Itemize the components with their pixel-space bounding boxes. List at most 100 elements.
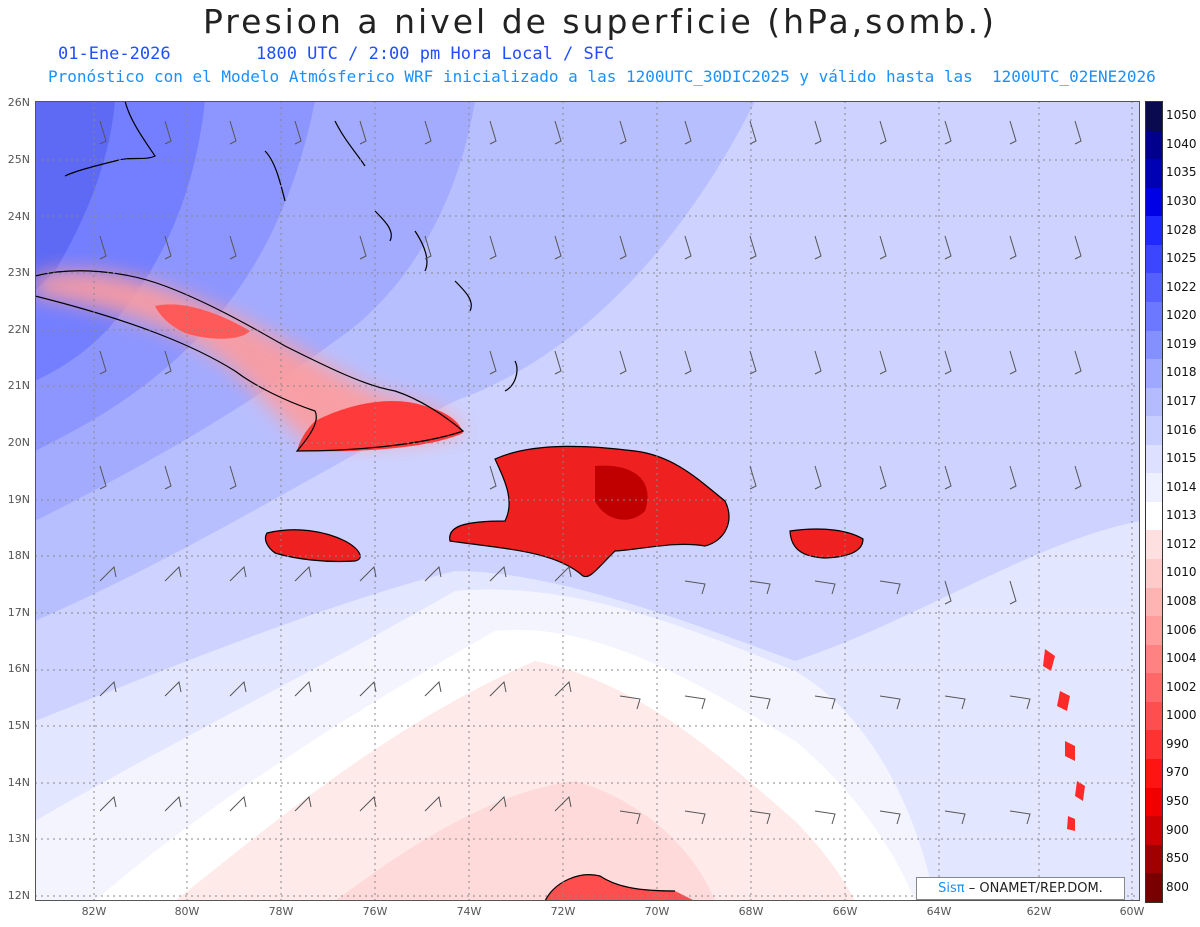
lat-label: 15N (7, 719, 30, 732)
lat-label: 16N (7, 662, 30, 675)
colorbar-label: 1018 (1166, 365, 1197, 380)
colorbar-label: 1025 (1166, 251, 1197, 266)
colorbar-swatch (1146, 301, 1162, 331)
colorbar-swatch (1146, 387, 1162, 417)
lon-label: 62W (1026, 905, 1052, 918)
colorbar-label: 950 (1166, 794, 1189, 808)
colorbar-label: 800 (1166, 879, 1189, 894)
credit-text: – ONAMET/REP.DOM. (968, 881, 1103, 896)
colorbar-label: 1019 (1166, 336, 1197, 351)
lon-label: 78W (268, 905, 294, 918)
lat-label: 25N (7, 153, 30, 166)
colorbar-label: 1013 (1166, 508, 1197, 523)
colorbar-label: 1014 (1166, 479, 1197, 494)
colorbar-swatch (1146, 444, 1162, 474)
band-1022 (35, 101, 115, 291)
colorbar-swatch (1146, 473, 1162, 502)
cuba-west (155, 304, 250, 339)
coast-jamaica (264, 529, 361, 563)
sispi-logo: Sisπ (938, 881, 965, 896)
lon-label: 72W (550, 905, 576, 918)
colorbar-swatch (1146, 530, 1162, 559)
valid-time: 1800 UTC / 2:00 pm Hora Local / SFC (256, 44, 615, 64)
colorbar-swatch (1146, 644, 1162, 674)
band-1012 (175, 661, 855, 901)
lat-label: 18N (7, 549, 30, 562)
coast-florida (64, 101, 156, 177)
lat-label: 12N (7, 889, 30, 902)
colorbar-swatch (1146, 273, 1162, 302)
colorbar-swatch (1146, 501, 1162, 531)
colorbar-label: 1022 (1166, 279, 1197, 294)
forecast-info: Pronóstico con el Modelo Atmósferico WRF… (48, 67, 1156, 86)
coast-venezuela (544, 874, 676, 901)
colorbar-swatch (1146, 787, 1162, 817)
colorbar-label: 1006 (1166, 622, 1197, 637)
lon-label: 82W (81, 905, 107, 918)
colorbar-swatch (1146, 844, 1162, 874)
colorbar-swatch (1146, 559, 1162, 588)
puerto-rico (790, 528, 863, 558)
wind-barbs (99, 120, 1082, 825)
lesser-antilles (1043, 649, 1085, 831)
colorbar-label: 1028 (1166, 222, 1197, 237)
lon-label: 80W (174, 905, 200, 918)
coast-hispaniola (449, 445, 730, 578)
lat-label: 20N (7, 436, 30, 449)
colorbar-label: 1000 (1166, 708, 1197, 723)
colorbar-label: 900 (1166, 822, 1189, 837)
colorbar-label: 990 (1166, 736, 1189, 751)
lat-label: 21N (7, 379, 30, 392)
lat-label: 19N (7, 493, 30, 506)
colorbar-swatch (1146, 873, 1162, 902)
lon-label: 68W (738, 905, 764, 918)
grid-lines (35, 101, 1140, 901)
colorbar-label: 850 (1166, 851, 1189, 866)
lat-label: 23N (7, 266, 30, 279)
lat-label: 17N (7, 606, 30, 619)
colorbar-label: 1016 (1166, 422, 1197, 437)
colorbar-swatch (1146, 130, 1162, 160)
lon-label: 60W (1119, 905, 1145, 918)
lon-label: 64W (926, 905, 952, 918)
lat-label: 26N (7, 96, 30, 109)
colorbar-label: 1040 (1166, 136, 1197, 151)
colorbar-label: 1015 (1166, 451, 1197, 466)
colorbar-swatch (1146, 187, 1162, 217)
coast-puerto-rico (789, 528, 864, 559)
pressure-map (35, 101, 1140, 901)
lat-label: 24N (7, 210, 30, 223)
colorbar-label: 1035 (1166, 165, 1197, 180)
colorbar-swatch (1146, 159, 1162, 188)
colorbar-swatch (1146, 244, 1162, 274)
colorbar-swatch (1146, 673, 1162, 702)
colorbar-swatch (1146, 616, 1162, 645)
colorbar (1145, 101, 1163, 903)
lon-label: 76W (362, 905, 388, 918)
map-title: Presion a nivel de superficie (hPa,somb.… (202, 2, 998, 41)
cuba-high (35, 270, 465, 444)
colorbar-label: 1030 (1166, 194, 1197, 208)
colorbar-swatch (1146, 330, 1162, 360)
colorbar-swatch (1146, 701, 1162, 731)
colorbar-swatch (1146, 816, 1162, 845)
lat-label: 14N (7, 776, 30, 789)
colorbar-swatch (1146, 416, 1162, 445)
colorbar-label: 1008 (1166, 594, 1197, 608)
colorbar-label: 1010 (1166, 565, 1197, 580)
colorbar-swatch (1146, 216, 1162, 245)
lon-label: 70W (644, 905, 670, 918)
lat-label: 13N (7, 832, 30, 845)
colorbar-label: 970 (1166, 765, 1189, 780)
hispaniola (449, 446, 729, 577)
cuba-east (297, 401, 463, 452)
coast-bahamas (264, 120, 518, 392)
colorbar-swatch (1146, 587, 1162, 617)
colorbar-label: 1020 (1166, 308, 1197, 323)
lon-label: 74W (456, 905, 482, 918)
colorbar-label: 1050 (1166, 108, 1197, 123)
colorbar-swatch (1146, 102, 1162, 131)
colorbar-label: 1012 (1166, 536, 1197, 551)
credit-box: Sisπ – ONAMET/REP.DOM. (916, 877, 1125, 900)
colorbar-swatch (1146, 758, 1162, 788)
